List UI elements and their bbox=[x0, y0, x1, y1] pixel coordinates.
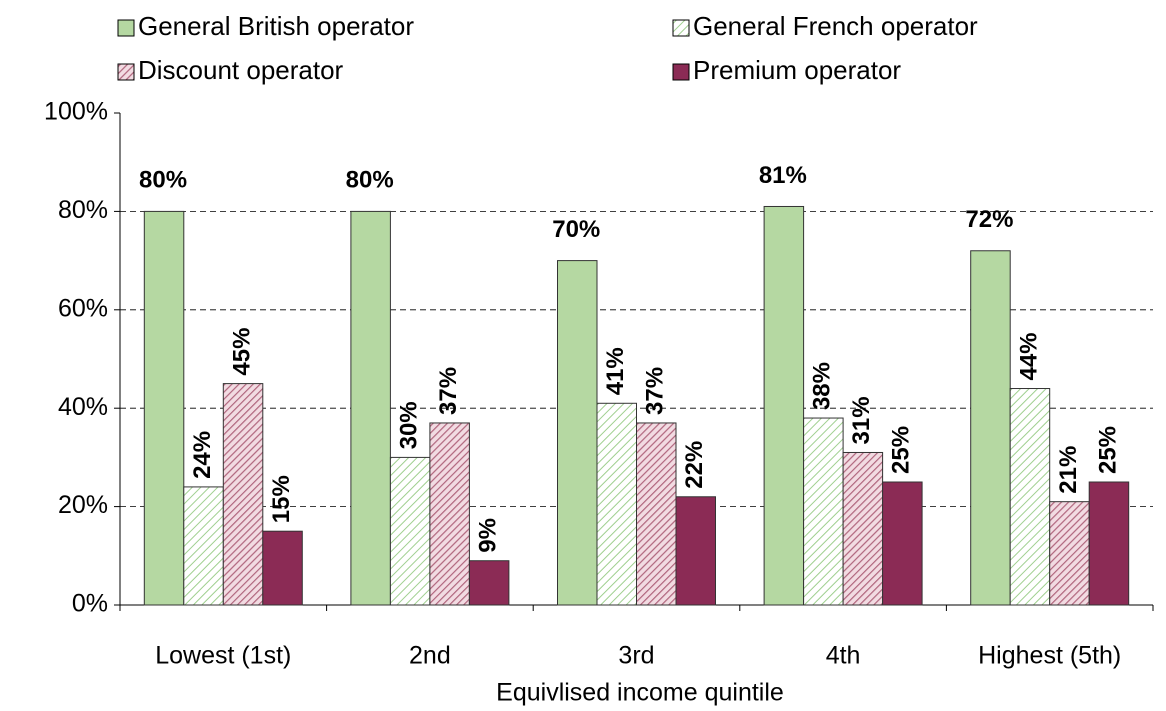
y-tick-label: 100% bbox=[44, 98, 108, 126]
x-axis-title: Equivlised income quintile bbox=[496, 679, 784, 707]
x-tick-label: 3rd bbox=[618, 642, 654, 670]
x-tick-label: Highest (5th) bbox=[978, 642, 1121, 670]
data-label: 31% bbox=[848, 396, 875, 444]
data-label: 38% bbox=[809, 362, 836, 410]
y-tick-label: 40% bbox=[58, 393, 108, 421]
y-tick-label: 80% bbox=[58, 196, 108, 224]
bar bbox=[882, 481, 923, 606]
bar bbox=[389, 456, 431, 606]
data-label: 30% bbox=[395, 401, 422, 449]
bar bbox=[1009, 388, 1051, 606]
bar bbox=[596, 402, 637, 606]
bar bbox=[1049, 501, 1090, 606]
legend-swatch bbox=[672, 63, 690, 81]
bar bbox=[636, 422, 677, 606]
bar bbox=[842, 451, 884, 606]
y-tick-label: 60% bbox=[58, 294, 108, 322]
bar bbox=[970, 250, 1011, 606]
bar bbox=[222, 383, 264, 606]
bar bbox=[143, 210, 185, 606]
data-label: 80% bbox=[346, 167, 394, 194]
x-tick-label: Lowest (1st) bbox=[155, 642, 291, 670]
data-label: 45% bbox=[228, 328, 255, 376]
data-label: 70% bbox=[552, 216, 600, 243]
legend-label: Discount operator bbox=[138, 55, 344, 85]
bar bbox=[262, 530, 303, 606]
data-label: 80% bbox=[139, 167, 187, 194]
data-label: 21% bbox=[1055, 446, 1082, 494]
data-label: 24% bbox=[189, 431, 216, 479]
bar bbox=[675, 496, 716, 606]
data-label: 15% bbox=[268, 475, 295, 523]
bar bbox=[803, 417, 844, 606]
y-tick-label: 0% bbox=[72, 590, 108, 618]
data-label: 44% bbox=[1015, 332, 1042, 380]
data-label: 25% bbox=[888, 426, 915, 474]
data-label: 72% bbox=[965, 206, 1013, 233]
data-label: 25% bbox=[1094, 426, 1121, 474]
legend-label: General British operator bbox=[138, 11, 414, 41]
bar bbox=[183, 486, 224, 606]
bar bbox=[557, 260, 598, 606]
bar bbox=[763, 205, 805, 606]
data-label: 22% bbox=[681, 441, 708, 489]
bar bbox=[429, 422, 470, 606]
bar bbox=[350, 210, 391, 606]
x-tick-label: 4th bbox=[826, 642, 861, 670]
bar bbox=[468, 560, 510, 606]
data-label: 37% bbox=[435, 367, 462, 415]
bar bbox=[1088, 481, 1130, 606]
x-tick-label: 2nd bbox=[409, 642, 451, 670]
legend-swatch bbox=[117, 19, 135, 37]
legend-swatch bbox=[672, 19, 690, 37]
data-label: 37% bbox=[642, 367, 669, 415]
y-tick-label: 20% bbox=[58, 491, 108, 519]
legend-label: Premium operator bbox=[693, 55, 901, 85]
data-label: 81% bbox=[759, 162, 807, 189]
data-label: 9% bbox=[474, 518, 501, 553]
data-label: 41% bbox=[602, 347, 629, 395]
legend-swatch bbox=[117, 63, 135, 81]
legend-label: General French operator bbox=[693, 11, 978, 41]
